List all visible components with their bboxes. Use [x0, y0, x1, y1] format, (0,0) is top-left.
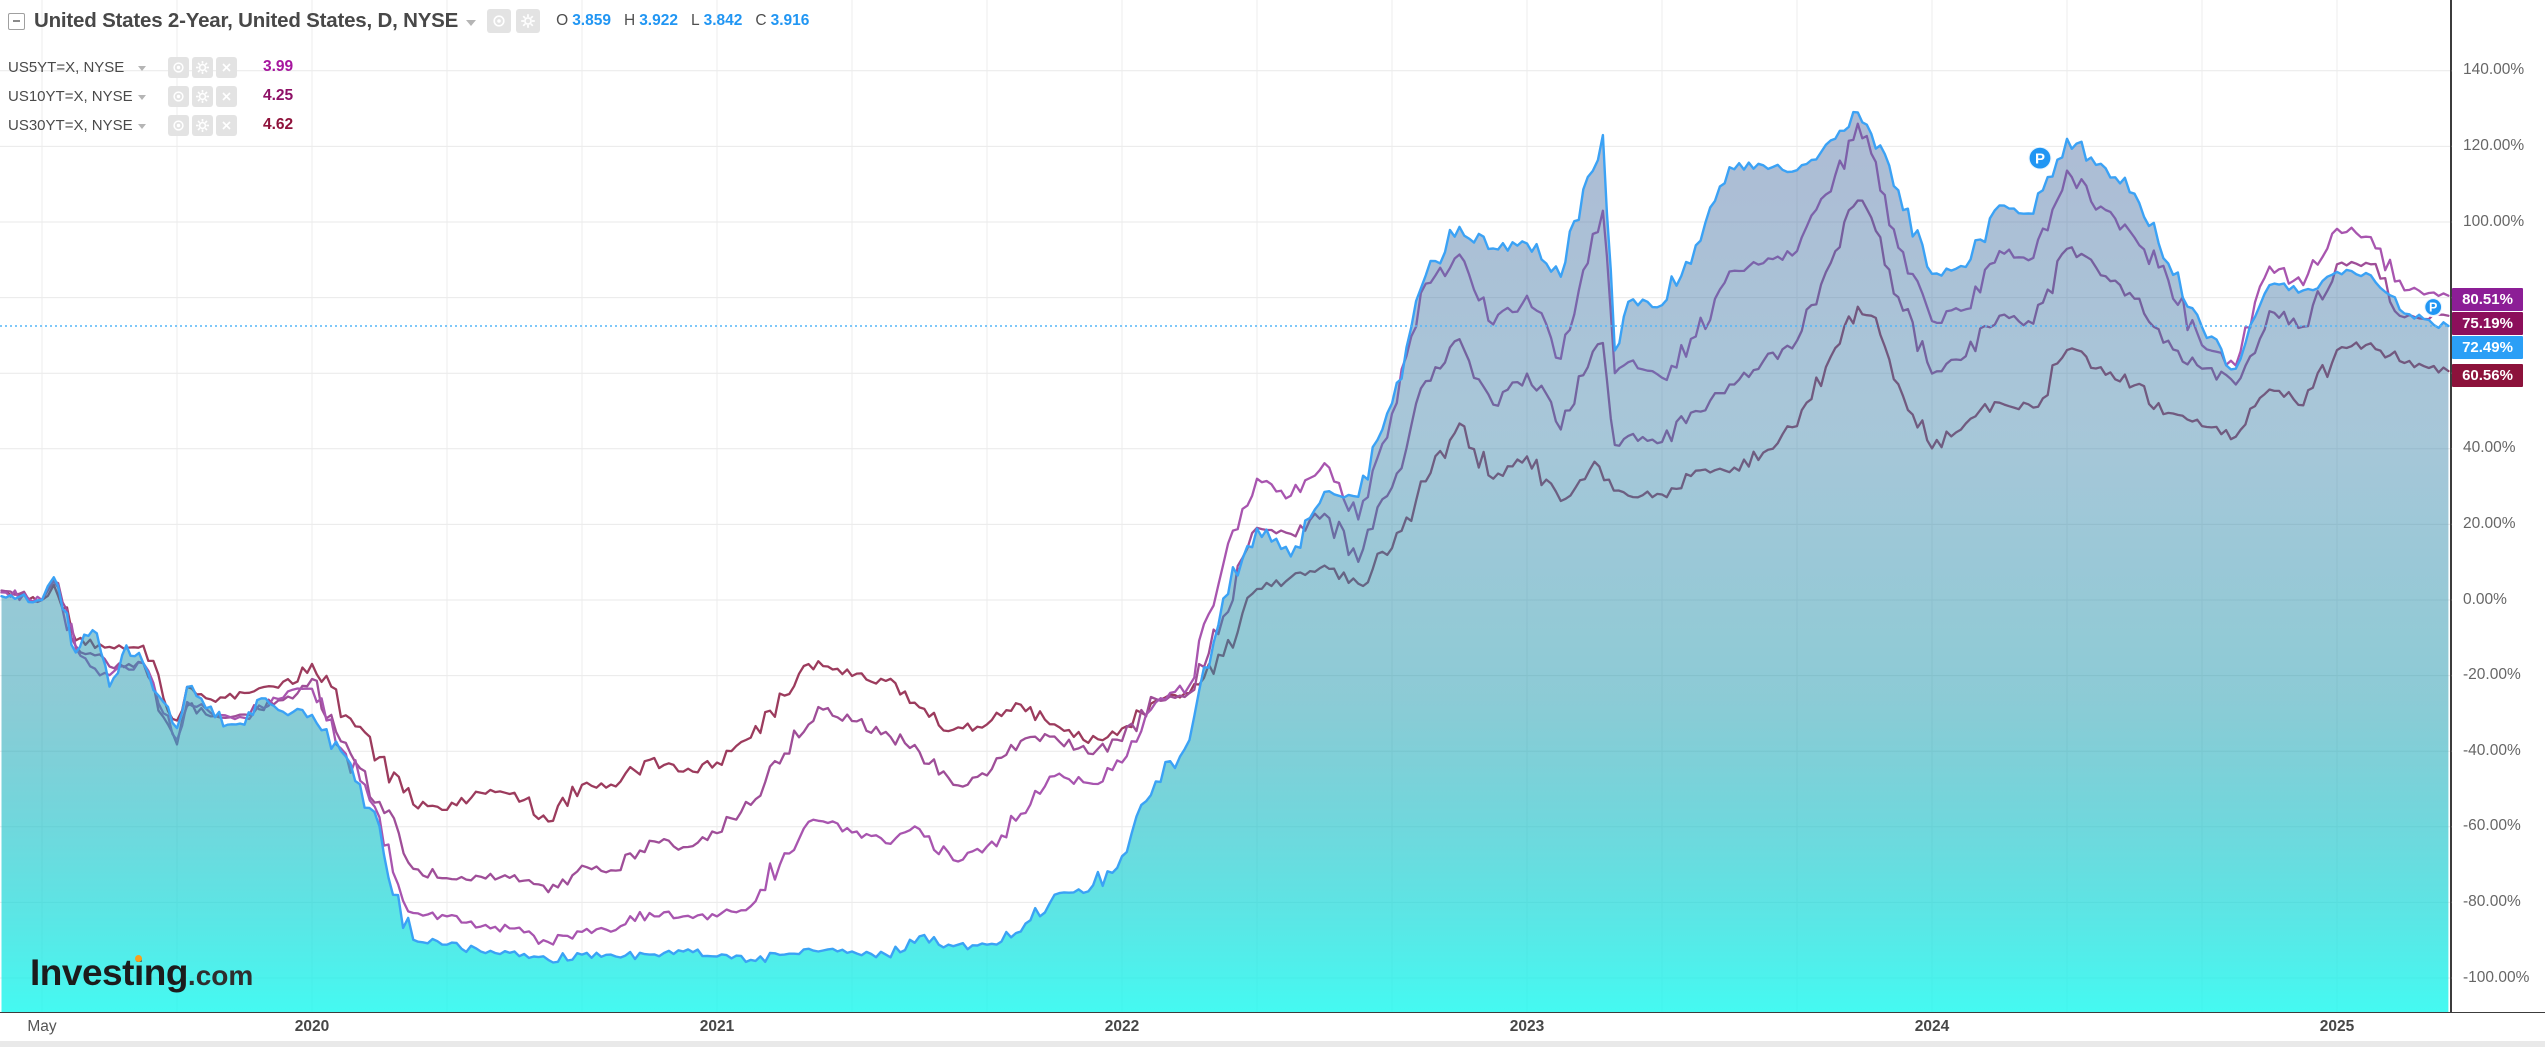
symbol-label[interactable]: US10YT=X, NYSE: [8, 87, 133, 105]
y-axis-tick-label: -60.00%: [2463, 817, 2521, 835]
event-marker-p[interactable]: P: [2027, 145, 2053, 171]
compare-row-us10yt[interactable]: US10YT=X, NYSE 4.25: [8, 84, 293, 108]
series-line-us2yt[interactable]: [0, 110, 2450, 964]
x-axis-label-2023: 2023: [1509, 1018, 1545, 1035]
y-axis-tick-label: 40.00%: [2463, 439, 2516, 457]
page-bottom-edge: [0, 1041, 2545, 1047]
series-area-us2yt[interactable]: [1, 112, 2449, 1013]
close-label: C: [755, 12, 767, 29]
last-value-label: 75.19%: [2452, 312, 2523, 336]
eye-icon[interactable]: [487, 9, 512, 33]
chevron-down-icon[interactable]: [466, 19, 477, 26]
x-axis-label-2021: 2021: [699, 1018, 735, 1035]
last-value-label: 60.56%: [2452, 363, 2523, 387]
symbol-value: 3.99: [263, 58, 294, 75]
last-value-label: 72.49%: [2452, 336, 2523, 360]
logo-text: Investing: [30, 952, 188, 993]
y-axis-tick-label: 20.00%: [2463, 514, 2516, 532]
gear-icon[interactable]: [516, 9, 541, 33]
high-value: 3.922: [639, 12, 678, 29]
gear-icon[interactable]: [192, 114, 213, 136]
eye-icon[interactable]: [168, 114, 189, 136]
symbol-value: 4.25: [263, 87, 294, 104]
y-axis-tick-label: 140.00%: [2463, 61, 2525, 79]
event-marker-p[interactable]: P: [2423, 296, 2444, 318]
investing-com-logo: Investing.com: [30, 952, 253, 994]
y-axis-tick-label: -100.00%: [2463, 968, 2530, 986]
low-label: L: [690, 12, 700, 29]
logo-suffix: .com: [187, 960, 254, 991]
last-value-label: 80.51%: [2452, 288, 2523, 312]
open-value: 3.859: [572, 12, 611, 29]
x-axis-label-2020: 2020: [294, 1018, 330, 1035]
close-icon[interactable]: [216, 85, 237, 107]
chevron-down-icon[interactable]: [138, 66, 146, 71]
y-axis-tick-label: 0.00%: [2463, 590, 2507, 608]
gear-icon[interactable]: [192, 85, 213, 107]
compare-row-us5yt[interactable]: US5YT=X, NYSE 3.99: [8, 55, 293, 79]
minus-square-icon[interactable]: [8, 12, 25, 30]
close-icon[interactable]: [216, 56, 237, 78]
symbol-value: 4.62: [263, 116, 294, 133]
symbol-label[interactable]: US30YT=X, NYSE: [8, 116, 133, 134]
page-title[interactable]: United States 2-Year, United States, D, …: [34, 9, 459, 32]
x-axis-label-2022: 2022: [1104, 1018, 1140, 1035]
logo-orange-dot-i: i: [133, 952, 144, 993]
ohlc-readout: O 3.859 H 3.922 L 3.842 C 3.916: [556, 12, 809, 30]
eye-icon[interactable]: [168, 85, 189, 107]
compare-row-us30yt[interactable]: US30YT=X, NYSE 4.62: [8, 113, 293, 137]
symbol-label[interactable]: US5YT=X, NYSE: [8, 58, 125, 76]
close-value: 3.916: [770, 12, 810, 29]
svg-text:P: P: [2035, 151, 2045, 168]
main-symbol-row[interactable]: United States 2-Year, United States, D, …: [8, 6, 809, 36]
y-axis-tick-label: -20.00%: [2463, 666, 2521, 684]
x-axis-label-2024: 2024: [1914, 1018, 1950, 1035]
price-axis[interactable]: [2452, 0, 2545, 1012]
eye-icon[interactable]: [168, 56, 189, 78]
time-axis[interactable]: [0, 1013, 2545, 1041]
gear-icon[interactable]: [192, 56, 213, 78]
chevron-down-icon[interactable]: [138, 124, 146, 129]
low-value: 3.842: [703, 12, 743, 29]
open-label: O: [556, 12, 569, 29]
high-label: H: [623, 12, 636, 29]
svg-text:P: P: [2429, 301, 2437, 315]
chevron-down-icon[interactable]: [138, 95, 146, 100]
x-axis-label-may: May: [27, 1018, 57, 1035]
close-icon[interactable]: [216, 114, 237, 136]
y-axis-tick-label: -40.00%: [2463, 741, 2521, 759]
y-axis-tick-label: 100.00%: [2463, 212, 2525, 230]
y-axis-tick-label: 120.00%: [2463, 136, 2525, 154]
x-axis-label-2025: 2025: [2319, 1018, 2355, 1035]
y-axis-tick-label: -80.00%: [2463, 892, 2521, 910]
